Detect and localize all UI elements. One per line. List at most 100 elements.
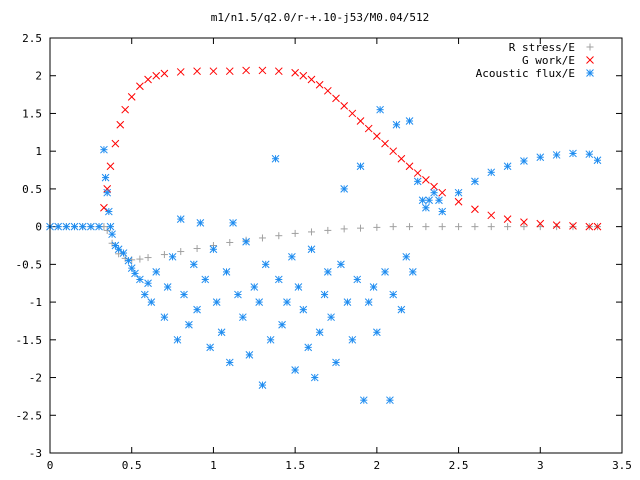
data-point — [78, 222, 87, 231]
data-point — [386, 396, 394, 405]
data-point — [100, 203, 108, 212]
y-tick-label: 0.5 — [22, 183, 42, 196]
data-point — [332, 94, 340, 103]
data-point — [408, 268, 417, 276]
y-tick-label: 2.5 — [22, 32, 42, 45]
legend-marker — [586, 56, 594, 64]
data-point — [193, 305, 201, 314]
data-point — [307, 245, 316, 254]
data-point — [520, 218, 528, 226]
data-point — [106, 162, 115, 171]
data-point — [315, 80, 324, 89]
data-point — [136, 82, 144, 91]
data-point — [212, 298, 221, 306]
data-point — [430, 182, 438, 191]
data-point — [116, 120, 125, 129]
data-point — [258, 381, 267, 389]
data-point — [225, 67, 234, 76]
data-point — [193, 67, 201, 76]
data-point — [343, 298, 352, 306]
y-tick-label: 1 — [35, 145, 42, 158]
data-point — [163, 283, 172, 291]
x-tick-label: 3 — [537, 459, 544, 472]
data-point — [503, 215, 512, 223]
data-point — [258, 66, 267, 75]
data-point — [438, 207, 447, 216]
data-point — [569, 223, 577, 231]
data-point — [168, 252, 177, 261]
data-point — [144, 279, 152, 288]
data-point — [487, 211, 496, 220]
x-tick-label: 1.5 — [285, 459, 305, 472]
data-point — [327, 313, 335, 322]
data-point — [201, 275, 210, 284]
data-point — [569, 222, 577, 230]
data-point — [402, 252, 411, 261]
data-point — [242, 237, 250, 246]
y-tick-label: 0 — [35, 221, 42, 234]
data-point — [422, 203, 430, 212]
data-point — [127, 93, 136, 101]
data-point — [131, 269, 139, 278]
data-point — [425, 196, 434, 205]
x-tick-label: 3.5 — [612, 459, 632, 472]
y-tick-label: -1.5 — [16, 334, 43, 347]
data-point — [299, 305, 308, 314]
data-point — [392, 120, 401, 129]
data-point — [553, 223, 561, 231]
x-tick-label: 0.5 — [122, 459, 142, 472]
x-tick-label: 2 — [374, 459, 381, 472]
data-point — [294, 283, 303, 291]
data-point — [261, 260, 270, 269]
data-point — [274, 67, 283, 76]
data-point — [225, 358, 234, 367]
data-point — [160, 251, 168, 259]
data-point — [593, 156, 602, 165]
data-point — [185, 320, 193, 329]
data-point — [364, 124, 373, 133]
data-point — [536, 153, 545, 162]
chart-title: m1/n1.5/q2.0/r-+.10-j53/M0.04/512 — [211, 11, 430, 24]
data-point — [356, 162, 365, 171]
y-tick-label: 1.5 — [22, 107, 42, 120]
data-point — [124, 256, 133, 265]
data-point — [455, 223, 463, 231]
data-point — [389, 290, 398, 299]
data-point — [114, 245, 123, 254]
data-point — [487, 168, 496, 177]
data-point — [406, 223, 414, 231]
data-point — [405, 162, 414, 171]
data-point — [160, 69, 169, 78]
data-point — [271, 154, 280, 163]
data-point — [337, 260, 345, 269]
legend-label: Acoustic flux/E — [476, 67, 575, 80]
data-point — [152, 268, 161, 276]
data-point — [357, 224, 365, 232]
data-point — [364, 298, 373, 306]
data-point — [274, 275, 283, 284]
x-tick-label: 2.5 — [449, 459, 469, 472]
x-tick-label: 1 — [210, 459, 217, 472]
data-point — [593, 222, 602, 231]
data-point — [369, 283, 378, 291]
data-point — [140, 290, 149, 299]
data-point — [307, 228, 315, 236]
data-point — [103, 188, 112, 197]
data-point — [119, 249, 128, 257]
y-tick-label: -1 — [29, 296, 42, 309]
data-point — [348, 335, 357, 344]
data-point — [304, 343, 313, 352]
data-point — [238, 313, 247, 322]
legend-marker — [586, 43, 594, 51]
data-point — [373, 223, 381, 231]
data-point — [413, 177, 422, 186]
y-tick-label: -3 — [29, 447, 42, 460]
data-point — [62, 222, 71, 231]
data-point — [206, 343, 215, 352]
data-point — [348, 109, 357, 118]
data-point — [381, 139, 389, 148]
data-point — [376, 105, 384, 114]
data-point — [291, 366, 299, 374]
legend-label: G work/E — [522, 54, 575, 67]
data-point — [389, 223, 397, 231]
